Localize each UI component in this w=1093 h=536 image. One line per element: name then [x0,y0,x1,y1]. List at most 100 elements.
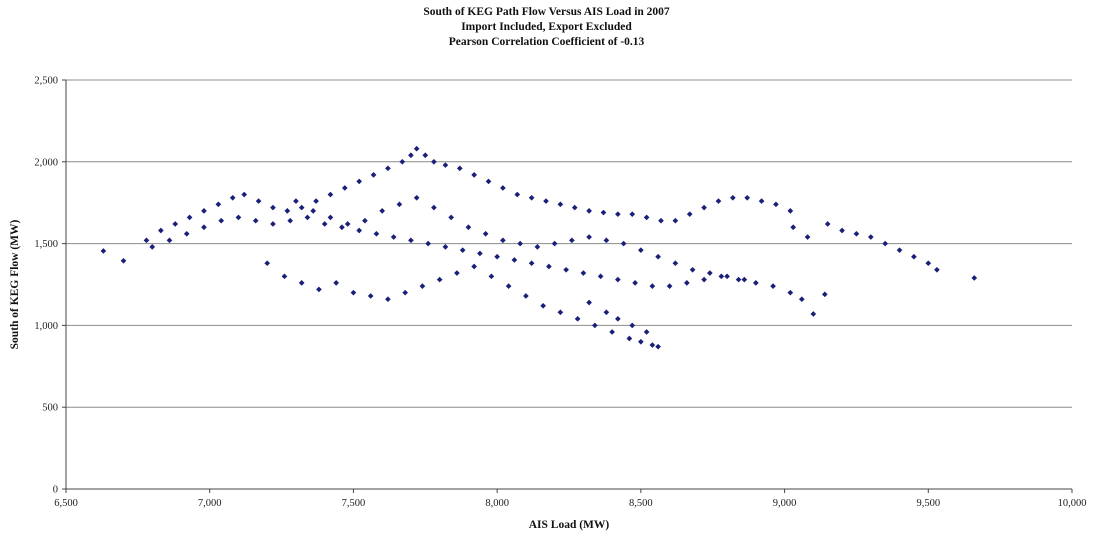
data-point [586,299,592,306]
data-point [166,237,173,244]
data-point [120,257,127,264]
data-point [853,230,860,237]
data-point [753,280,759,286]
data-point [597,273,604,280]
data-point [172,221,179,227]
data-point [790,224,797,231]
data-point [804,234,811,240]
data-point [810,311,817,317]
data-point [534,244,541,250]
x-tick-label: 6,500 [54,498,78,509]
data-point [528,194,535,201]
y-tick-label: 2,000 [34,157,58,168]
data-point [218,217,225,224]
data-point [724,273,730,280]
data-point [255,198,262,204]
data-point [715,198,722,204]
data-point [626,335,633,342]
data-point [241,191,248,198]
data-point [798,296,805,303]
data-point [215,201,222,208]
data-point [569,237,575,244]
data-point [684,280,690,286]
data-point [270,221,276,227]
data-point [514,191,521,198]
x-tick-label: 9,500 [916,498,940,509]
data-point [925,260,932,267]
data-point [327,191,334,198]
data-point [770,283,776,289]
data-point [629,322,636,329]
data-point [293,198,299,204]
data-point [316,286,322,293]
data-point [373,230,380,237]
data-point [730,194,736,201]
data-point [867,234,874,240]
data-point [100,248,107,254]
data-point [672,260,679,267]
data-point [787,289,794,296]
x-tick-label: 7,000 [198,498,222,509]
data-point [367,293,374,299]
data-point [408,152,414,159]
data-point [718,273,725,280]
data-point [609,329,615,335]
data-point [934,266,940,273]
data-point [701,276,707,283]
data-point [281,273,288,280]
data-point [448,214,454,221]
data-point [385,296,391,303]
data-point [655,343,661,350]
data-point [471,172,477,178]
data-point [896,247,903,253]
data-point [546,263,552,270]
data-point [229,194,236,201]
data-point [839,227,845,234]
data-point [310,208,317,214]
x-tick-label: 8,000 [485,498,509,509]
data-point [313,198,319,204]
data-point [511,257,518,263]
data-point [758,198,765,204]
y-tick-label: 1,500 [34,239,58,250]
data-point [298,204,305,211]
data-point [911,253,917,260]
data-point [471,263,477,270]
x-tick-label: 10,000 [1058,498,1087,509]
data-point [505,283,512,289]
data-point [629,211,636,217]
data-point [689,266,696,273]
data-point [615,276,621,283]
data-point [586,208,592,214]
data-point [666,283,673,289]
data-point [494,253,500,260]
data-point [183,230,190,237]
y-tick-label: 0 [53,485,58,496]
data-point [477,250,483,257]
data-point [201,224,207,231]
data-point [459,247,466,253]
data-point [456,165,463,172]
data-point [370,172,377,178]
data-point [649,342,656,348]
data-point [744,194,751,201]
data-point [431,158,437,165]
data-point [350,289,357,296]
data-point [408,237,414,244]
data-point [707,270,713,276]
data-point [672,217,679,224]
data-point [655,253,661,260]
data-point [235,214,242,221]
data-point [482,230,489,237]
data-point [252,217,259,224]
data-point [735,276,742,283]
data-point [425,240,431,247]
x-tick-label: 8,500 [629,498,653,509]
data-point [379,208,385,214]
data-point [787,208,794,214]
data-point [971,275,978,281]
y-axis-label: South of KEG Flow (MW) [9,219,21,349]
data-point [686,211,693,217]
data-point [149,244,156,250]
